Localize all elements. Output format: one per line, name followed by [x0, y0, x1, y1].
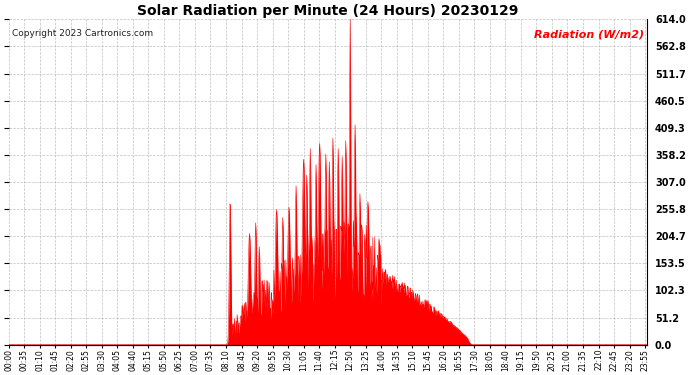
Text: Radiation (W/m2): Radiation (W/m2): [534, 29, 644, 39]
Text: Copyright 2023 Cartronics.com: Copyright 2023 Cartronics.com: [12, 29, 153, 38]
Title: Solar Radiation per Minute (24 Hours) 20230129: Solar Radiation per Minute (24 Hours) 20…: [137, 4, 519, 18]
